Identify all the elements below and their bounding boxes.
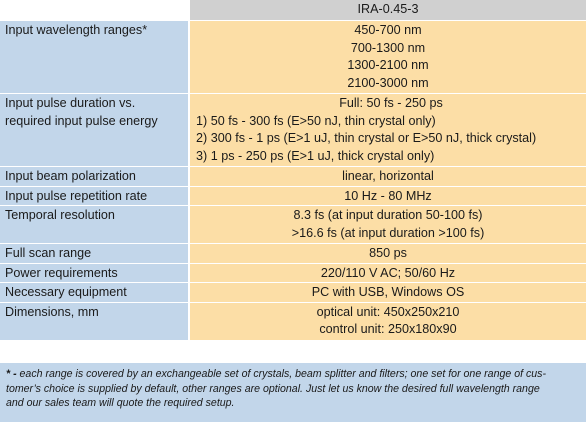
label-line: Input beam polarization <box>5 169 136 183</box>
spec-table: IRA-0.45-3 Input wavelength ranges* 450-… <box>0 0 586 341</box>
row-label: Temporal resolution <box>0 206 190 244</box>
label-line: Input wavelength ranges* <box>5 23 148 37</box>
value-line: 10 Hz - 80 MHz <box>344 188 432 203</box>
header-blank-cell <box>0 0 190 21</box>
value-line: 450-700 nm <box>354 23 422 37</box>
row-necessary-equipment: Necessary equipment PC with USB, Windows… <box>0 283 586 303</box>
row-value: 850 ps <box>190 244 586 264</box>
label-line: Full scan range <box>5 246 92 260</box>
value-line: 2) 300 fs - 1 ps (E>1 uJ, thin crystal o… <box>196 131 537 145</box>
row-dimensions: Dimensions, mm optical unit: 450x250x210… <box>0 302 586 341</box>
value-line: control unit: 250x180x90 <box>319 322 457 336</box>
footnote: * - each range is covered by an exchange… <box>0 363 586 422</box>
row-label: Power requirements <box>0 263 190 283</box>
row-label: Necessary equipment <box>0 283 190 303</box>
label-line: Temporal resolution <box>5 208 115 222</box>
row-value: PC with USB, Windows OS <box>190 283 586 303</box>
value-line: 1) 50 fs - 300 fs (E>50 nJ, thin crystal… <box>196 113 436 128</box>
row-repetition-rate: Input pulse repetition rate 10 Hz - 80 M… <box>0 186 586 206</box>
value-line: 850 ps <box>369 246 407 260</box>
value-line: PC with USB, Windows OS <box>311 285 465 299</box>
row-label: Input pulse duration vs. required input … <box>0 94 190 167</box>
table-header-row: IRA-0.45-3 <box>0 0 586 21</box>
value-line: 8.3 fs (at input duration 50-100 fs) <box>293 208 483 222</box>
row-value: 220/110 V AC; 50/60 Hz <box>190 263 586 283</box>
footnote-text: each range is covered by an exchangeable… <box>16 368 546 380</box>
row-value: 8.3 fs (at input duration 50-100 fs) >16… <box>190 206 586 244</box>
row-value: 450-700 nm 700-1300 nm 1300-2100 nm 2100… <box>190 21 586 94</box>
footnote-line: * - each range is covered by an exchange… <box>6 367 580 382</box>
row-label: Input wavelength ranges* <box>0 21 190 94</box>
label-line: Power requirements <box>5 265 118 280</box>
label-line: required input pulse energy <box>5 113 158 128</box>
row-power-requirements: Power requirements 220/110 V AC; 50/60 H… <box>0 263 586 283</box>
label-line: Input pulse repetition rate <box>5 188 148 203</box>
footnote-line: tomer’s choice is supplied by default, o… <box>6 382 540 395</box>
row-pulse-duration: Input pulse duration vs. required input … <box>0 94 586 167</box>
value-line: Full: 50 fs - 250 ps <box>339 96 443 110</box>
footnote-mark: * - <box>6 368 17 380</box>
row-value: optical unit: 450x250x210 control unit: … <box>190 302 586 341</box>
row-label: Dimensions, mm <box>0 302 190 341</box>
row-beam-polarization: Input beam polarization linear, horizont… <box>0 167 586 187</box>
value-line: 2100-3000 nm <box>347 75 429 90</box>
value-line: linear, horizontal <box>342 169 434 183</box>
model-name: IRA-0.45-3 <box>190 0 586 21</box>
row-value: Full: 50 fs - 250 ps 1) 50 fs - 300 fs (… <box>190 94 586 167</box>
value-line: 700-1300 nm <box>350 40 426 55</box>
row-label: Input pulse repetition rate <box>0 186 190 206</box>
label-line: Dimensions, mm <box>5 304 99 319</box>
value-line: optical unit: 450x250x210 <box>316 304 460 319</box>
row-value: linear, horizontal <box>190 167 586 187</box>
row-label: Input beam polarization <box>0 167 190 187</box>
row-value: 10 Hz - 80 MHz <box>190 186 586 206</box>
value-line: >16.6 fs (at input duration >100 fs) <box>291 225 485 240</box>
row-label: Full scan range <box>0 244 190 264</box>
row-temporal-resolution: Temporal resolution 8.3 fs (at input dur… <box>0 206 586 244</box>
value-line: 1300-2100 nm <box>347 58 429 72</box>
label-line: Input pulse duration vs. <box>5 96 136 110</box>
value-line: 3) 1 ps - 250 ps (E>1 uJ, thick crystal … <box>196 148 435 163</box>
footnote-line: and our sales team will quote the requir… <box>6 397 235 410</box>
value-line: 220/110 V AC; 50/60 Hz <box>320 265 456 280</box>
row-scan-range: Full scan range 850 ps <box>0 244 586 264</box>
row-input-wavelength: Input wavelength ranges* 450-700 nm 700-… <box>0 21 586 94</box>
label-line: Necessary equipment <box>5 285 127 299</box>
